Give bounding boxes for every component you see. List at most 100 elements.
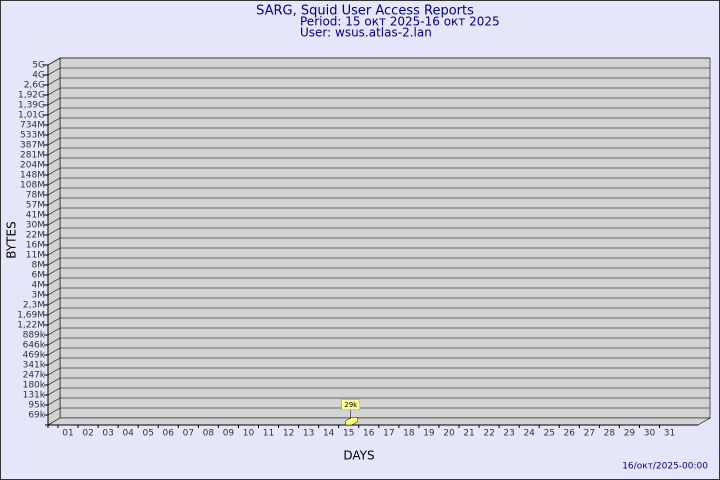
y-tick-label: 78M [26,191,45,201]
y-tick-label: 6M [32,271,46,281]
y-tick-label: 8M [32,261,46,271]
x-tick-label: 19 [423,429,435,439]
x-tick-label: 04 [122,429,134,439]
x-tick-label: 29 [624,429,636,439]
grid-line [47,197,710,206]
grid-line [47,317,710,326]
grid-line [47,377,710,386]
grid-line [47,207,710,216]
x-tick-label: 13 [303,429,314,439]
grid-line [47,287,710,296]
chart-title: SARG, Squid User Access Reports [256,4,474,19]
x-tick-label: 01 [62,429,73,439]
grid-line [47,297,710,306]
x-tick-label: 11 [263,429,274,439]
x-tick-label: 21 [463,429,474,439]
x-tick-label: 16 [363,429,375,439]
grid-line [47,217,710,226]
y-tick-label: 533M [20,131,45,141]
x-tick-label: 06 [163,429,175,439]
y-tick-label: 1,39G [18,101,45,111]
grid-line [47,347,710,356]
y-tick-label: 387M [20,141,45,151]
x-tick-label: 28 [604,429,616,439]
x-tick-label: 18 [403,429,415,439]
floor [46,417,712,426]
grid-line [47,117,710,126]
y-tick-label: 69k [28,411,45,421]
x-tick-label: 23 [503,429,514,439]
y-tick-label: 131k [23,391,46,401]
x-tick-label: 24 [523,429,535,439]
grid-line [47,237,710,246]
y-tick-label: 57M [26,201,45,211]
x-tick-label: 14 [323,429,335,439]
y-tick-label: 4M [32,281,46,291]
y-tick-label: 1,01G [18,111,45,121]
grid-line [47,187,710,196]
x-tick-label: 25 [543,429,554,439]
y-tick-label: 2,6G [24,81,45,91]
grid-line [47,177,710,186]
y-tick-label: 30M [26,221,45,231]
grid-line [47,307,710,316]
y-tick-label: 11M [26,251,45,261]
grid-line [47,357,710,366]
grid-line [47,407,710,416]
x-tick-label: 27 [584,429,595,439]
x-axis-title: DAYS [343,449,374,463]
y-tick-label: 41M [26,211,45,221]
y-tick-label: 108M [20,181,45,191]
grid-line [47,227,710,236]
grid-line [47,67,710,76]
grid-line [47,267,710,276]
x-tick-label: 02 [82,429,93,439]
y-tick-label: 95k [28,401,45,411]
y-tick-label: 889k [23,331,46,341]
x-tick-label: 26 [564,429,576,439]
bar [345,417,358,426]
grid-line [47,247,710,256]
y-tick-label: 281M [20,151,45,161]
grid-line [47,77,710,86]
grid-line [47,87,710,96]
grid-line [47,257,710,266]
grid-line [47,277,710,286]
chart-user: User: wsus.atlas-2.lan [300,26,432,40]
grid-line [47,327,710,336]
grid-line [47,397,710,406]
y-axis-title: BYTES [5,221,19,258]
x-tick-label: 03 [102,429,113,439]
y-tick-label: 247k [23,371,46,381]
y-tick-label: 4G [32,71,45,81]
y-tick-label: 16M [26,241,45,251]
x-tick-label: 30 [644,429,656,439]
y-tick-label: 469k [23,351,46,361]
x-tick-label: 10 [243,429,255,439]
x-tick-label: 20 [443,429,455,439]
x-tick-label: 15 [343,429,354,439]
y-tick-label: 180k [23,381,46,391]
y-tick-label: 5G [32,61,45,71]
grid-line [47,157,710,166]
x-tick-label: 31 [664,429,675,439]
grid-line [47,107,710,116]
x-tick-label: 17 [383,429,394,439]
footer: 16/окт/2025-00:00 [622,462,708,472]
value-label: 29k [344,401,358,409]
grid-line [47,387,710,396]
x-tick-label: 08 [203,429,215,439]
y-tick-label: 2,3M [23,301,45,311]
grid-line [47,337,710,346]
grid-line [47,147,710,156]
y-tick-label: 734M [20,121,45,131]
x-tick-label: 09 [223,429,235,439]
y-tick-label: 204M [20,161,45,171]
y-tick-label: 646k [23,341,46,351]
y-tick-label: 1,69M [17,311,45,321]
grid-line [47,97,710,106]
y-tick-label: 1,92G [18,91,45,101]
y-tick-label: 341k [23,361,46,371]
